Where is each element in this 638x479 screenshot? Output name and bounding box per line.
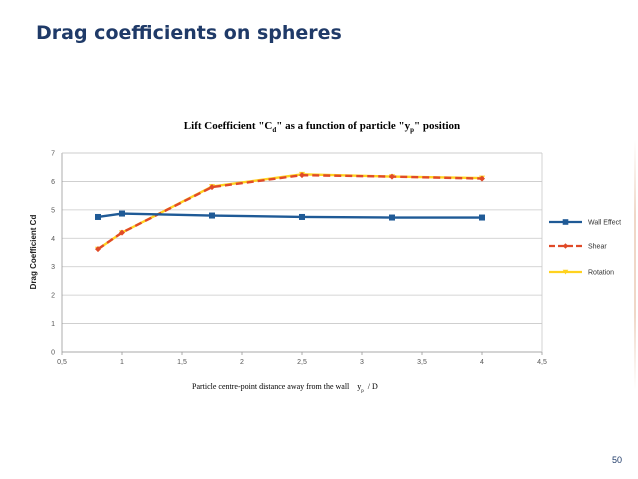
y-tick-label: 0 xyxy=(51,350,55,357)
series-line-wall-effect xyxy=(97,212,482,219)
y-tick-label: 7 xyxy=(51,151,55,158)
chart-legend: Wall Effect Shear Rotation xyxy=(549,219,621,277)
x-tick-label: 3,5 xyxy=(417,359,427,366)
x-tick-label: 2,5 xyxy=(297,359,307,366)
data-point-wall-effect xyxy=(389,214,395,221)
plot-area xyxy=(62,153,542,352)
y-tick-label: 6 xyxy=(51,179,55,186)
data-point-wall-effect xyxy=(299,213,305,220)
legend-marker-wall-effect xyxy=(562,219,569,225)
y-tick-label: 2 xyxy=(51,293,55,300)
data-point-shear xyxy=(389,173,395,180)
x-tick-label: 2 xyxy=(240,359,244,366)
page-number: 50 xyxy=(612,455,623,465)
slide-title: Drag coefficients on spheres xyxy=(36,22,342,44)
data-point-shear xyxy=(299,172,305,179)
data-point-wall-effect xyxy=(119,210,125,217)
y-axis-label: Drag Coefficient Cd xyxy=(29,215,38,290)
x-tick-label: 1 xyxy=(120,359,124,366)
edge-decoration xyxy=(634,140,636,390)
data-point-shear xyxy=(479,175,485,182)
data-point-shear xyxy=(209,184,215,191)
legend-marker-shear xyxy=(562,243,569,249)
y-tick-label: 1 xyxy=(51,321,55,328)
y-tick-label: 4 xyxy=(51,236,55,243)
data-point-shear xyxy=(95,246,101,253)
legend-label-shear: Shear xyxy=(588,244,607,251)
legend-marker-rotation xyxy=(562,269,569,275)
x-tick-label: 1,5 xyxy=(177,359,187,366)
x-tick-label: 4,5 xyxy=(537,359,547,366)
y-tick-label: 3 xyxy=(51,264,55,271)
series-line-shear xyxy=(97,173,483,251)
data-point-wall-effect xyxy=(479,214,485,221)
y-tick-label: 5 xyxy=(51,207,55,214)
x-tick-label: 0,5 xyxy=(57,359,67,366)
data-point-wall-effect xyxy=(209,212,215,219)
chart-title: Lift Coefficient "Cd" as a function of p… xyxy=(184,120,460,134)
data-point-wall-effect xyxy=(95,213,101,220)
legend-label-wall-effect: Wall Effect xyxy=(588,220,621,227)
x-tick-label: 3 xyxy=(360,359,364,366)
x-axis-label: Particle centre-point distance away from… xyxy=(192,382,378,394)
x-tick-label: 4 xyxy=(480,359,484,366)
data-point-shear xyxy=(119,229,125,236)
legend-label-rotation: Rotation xyxy=(588,270,614,277)
